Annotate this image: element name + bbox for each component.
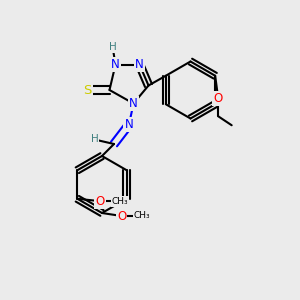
Text: O: O — [117, 209, 126, 223]
Text: CH₃: CH₃ — [134, 212, 150, 220]
Text: O: O — [95, 195, 104, 208]
Text: N: N — [111, 58, 120, 71]
Text: N: N — [129, 97, 138, 110]
Text: O: O — [214, 92, 223, 105]
Text: N: N — [124, 118, 134, 131]
Text: CH₃: CH₃ — [112, 197, 128, 206]
Text: S: S — [83, 83, 91, 97]
Text: N: N — [135, 58, 144, 71]
Text: H: H — [109, 41, 116, 52]
Text: H: H — [91, 134, 98, 145]
